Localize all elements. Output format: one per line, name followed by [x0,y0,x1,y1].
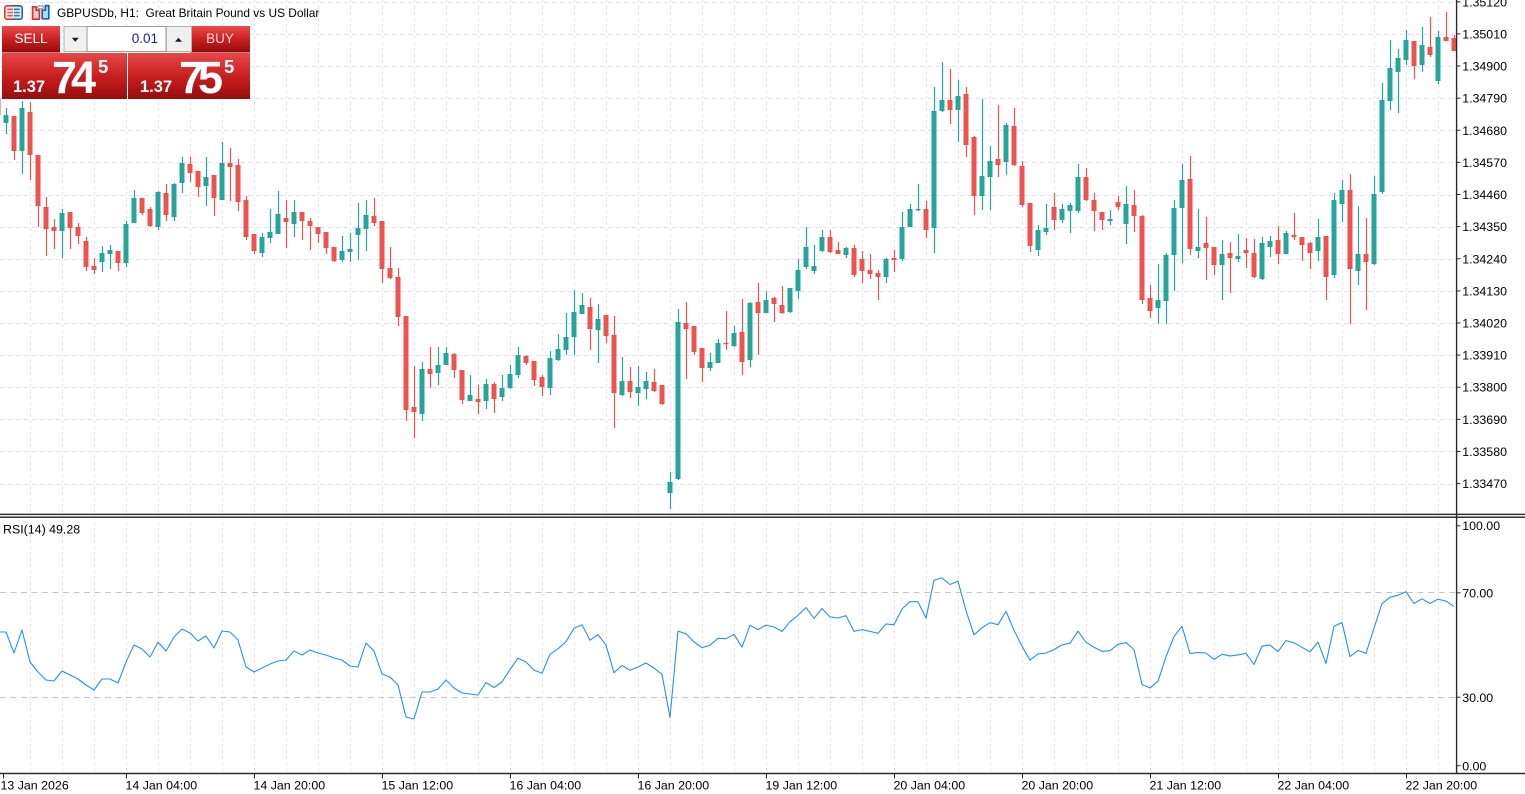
svg-text:1.34790: 1.34790 [1462,92,1507,106]
svg-text:19 Jan 12:00: 19 Jan 12:00 [766,779,838,793]
svg-text:14 Jan 20:00: 14 Jan 20:00 [254,779,326,793]
svg-text:74: 74 [52,52,96,103]
svg-text:1.34460: 1.34460 [1462,188,1507,202]
svg-text:1.33470: 1.33470 [1462,477,1507,491]
svg-text:70.00: 70.00 [1462,586,1493,600]
svg-text:21 Jan 12:00: 21 Jan 12:00 [1150,779,1222,793]
svg-text:16 Jan 20:00: 16 Jan 20:00 [638,779,710,793]
svg-text:22 Jan 20:00: 22 Jan 20:00 [1406,779,1478,793]
svg-text:1.33800: 1.33800 [1462,381,1507,395]
svg-text:1.34900: 1.34900 [1462,60,1507,74]
svg-text:0.01: 0.01 [132,31,158,46]
svg-text:1.33690: 1.33690 [1462,413,1507,427]
svg-text:100.00: 100.00 [1462,519,1500,533]
svg-text:1.34240: 1.34240 [1462,252,1507,266]
svg-text:5: 5 [224,56,234,77]
svg-text:75: 75 [179,52,223,103]
svg-text:1.35120: 1.35120 [1462,0,1507,9]
svg-text:SELL: SELL [14,31,48,46]
svg-text:1.37: 1.37 [140,78,172,96]
svg-text:BUY: BUY [206,31,234,46]
svg-text:0.00: 0.00 [1462,759,1486,773]
svg-text:1.33580: 1.33580 [1462,445,1507,459]
svg-text:30.00: 30.00 [1462,691,1493,705]
svg-text:16 Jan 04:00: 16 Jan 04:00 [510,779,582,793]
svg-text:1.34570: 1.34570 [1462,156,1507,170]
svg-text:13 Jan 2026: 13 Jan 2026 [1,779,69,793]
svg-text:1.33910: 1.33910 [1462,349,1507,363]
svg-text:20 Jan 20:00: 20 Jan 20:00 [1022,779,1094,793]
svg-text:5: 5 [98,56,108,77]
svg-text:1.34130: 1.34130 [1462,284,1507,298]
svg-text:1.34350: 1.34350 [1462,220,1507,234]
svg-text:22 Jan 04:00: 22 Jan 04:00 [1278,779,1350,793]
svg-text:15 Jan 12:00: 15 Jan 12:00 [382,779,454,793]
svg-text:14 Jan 04:00: 14 Jan 04:00 [126,779,198,793]
svg-text:20 Jan 04:00: 20 Jan 04:00 [894,779,966,793]
svg-text:1.37: 1.37 [13,78,45,96]
svg-text:GBPUSDb, H1: Great Britain Po: GBPUSDb, H1: Great Britain Pound vs US D… [57,6,319,20]
svg-text:1.34020: 1.34020 [1462,317,1507,331]
svg-text:1.34680: 1.34680 [1462,124,1507,138]
svg-text:RSI(14) 49.28: RSI(14) 49.28 [3,523,80,537]
svg-text:1.35010: 1.35010 [1462,27,1507,41]
